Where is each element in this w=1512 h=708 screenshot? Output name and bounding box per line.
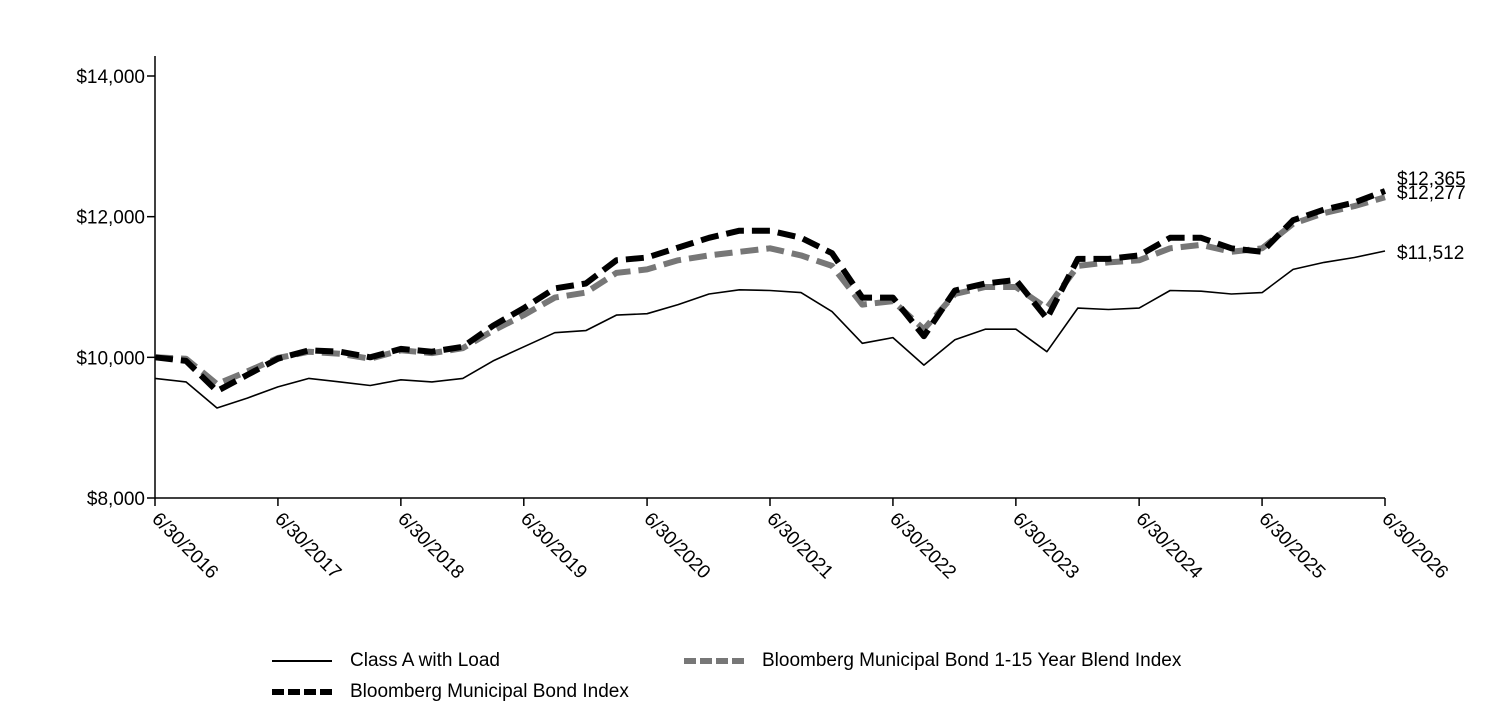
- x-tick-label: 6/30/2021: [762, 509, 837, 584]
- end-value-label-1: $12,365: [1397, 169, 1466, 190]
- x-tick-label: 6/30/2017: [270, 509, 345, 584]
- x-tick-label: 6/30/2020: [640, 509, 715, 584]
- y-tick-label: $12,000: [76, 208, 145, 229]
- end-value-label-2: $12,277: [1397, 183, 1466, 204]
- x-tick-label: 6/30/2025: [1255, 509, 1330, 584]
- y-tick-label: $14,000: [76, 67, 145, 88]
- x-tick-label: 6/30/2019: [516, 509, 591, 584]
- end-value-label-0: $11,512: [1397, 243, 1464, 264]
- series-line-0: [154, 250, 1386, 409]
- x-tick-label: 6/30/2026: [1377, 509, 1452, 584]
- x-tick-label: 6/30/2024: [1132, 509, 1207, 584]
- series-layer: [154, 188, 1387, 409]
- x-tick-label: 6/30/2016: [147, 509, 222, 584]
- y-tick-label: $8,000: [87, 489, 145, 510]
- series-line-2: [154, 194, 1386, 388]
- series-line-1: [154, 188, 1387, 395]
- x-tick-label: 6/30/2022: [885, 509, 960, 584]
- x-tick-label: 6/30/2023: [1008, 509, 1083, 584]
- y-tick-label: $10,000: [76, 348, 145, 369]
- labels-layer: $11,512 $12,365$12,277: [1397, 169, 1466, 264]
- x-tick-label: 6/30/2018: [393, 509, 468, 584]
- axes: $8,000 $10,000 $12,000 $14,000 6/30/2016 6/30…: [76, 56, 1452, 584]
